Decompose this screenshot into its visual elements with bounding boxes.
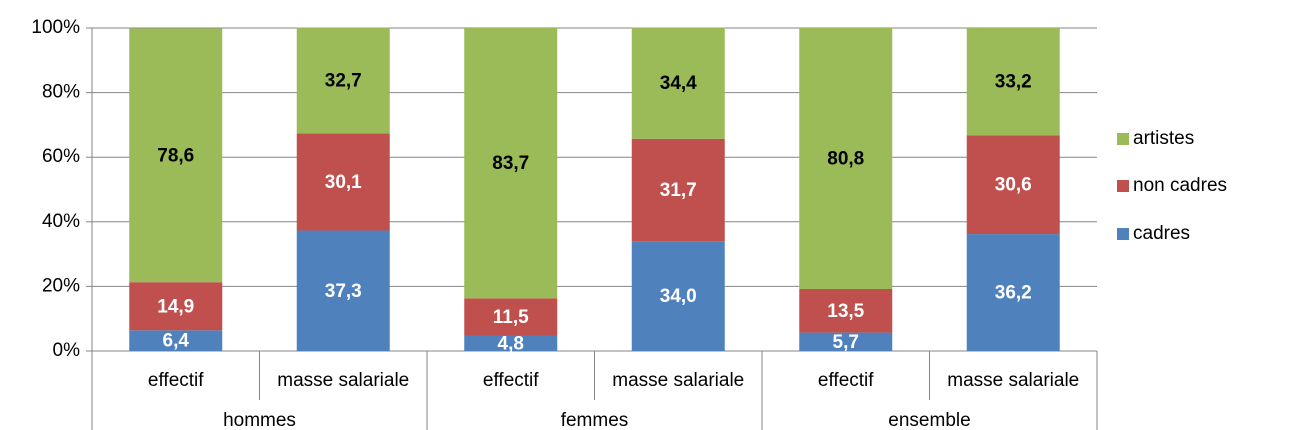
y-tick-label: 60% [42, 146, 80, 167]
legend-label: artistes [1133, 128, 1194, 149]
bar-segment [631, 138, 725, 242]
bar-segment [966, 28, 1060, 136]
data-label: 33,2 [995, 72, 1032, 93]
legend-swatch [1117, 180, 1129, 192]
x-tick-label: effectif [148, 370, 204, 391]
legend-label: cadres [1133, 223, 1190, 244]
bar-segment [631, 27, 725, 139]
data-label: 83,7 [492, 153, 529, 174]
data-label: 80,8 [827, 149, 864, 170]
bar-segment [799, 332, 893, 351]
data-label: 4,8 [498, 333, 524, 354]
group-label: ensemble [888, 410, 970, 430]
x-tick-label: effectif [818, 370, 874, 391]
data-label: 11,5 [493, 307, 529, 328]
data-label: 32,7 [325, 71, 362, 92]
bar-segment [296, 230, 390, 351]
x-tick-label: masse salariale [947, 370, 1079, 391]
legend-swatch [1117, 228, 1129, 240]
bar-segment [129, 28, 223, 283]
y-tick-label: 0% [53, 340, 81, 361]
bar-segment [464, 335, 558, 351]
bar-segment [799, 28, 893, 289]
bar-segment [129, 282, 223, 331]
bar-segment [966, 135, 1060, 235]
y-tick-label: 80% [42, 82, 80, 103]
legend-label: non cadres [1133, 175, 1227, 196]
data-label: 31,7 [660, 180, 697, 201]
data-label: 30,1 [325, 172, 362, 193]
x-tick-label: effectif [483, 370, 539, 391]
bar-segment [966, 234, 1060, 351]
data-label: 6,4 [163, 331, 190, 352]
x-tick-label: masse salariale [612, 370, 744, 391]
bar-segment [296, 133, 390, 231]
data-label: 36,2 [995, 283, 1032, 304]
data-label: 37,3 [325, 281, 362, 302]
group-label: femmes [561, 410, 629, 430]
y-tick-label: 20% [42, 275, 80, 296]
group-label: hommes [223, 410, 296, 430]
bar-segment [129, 330, 223, 351]
bar-segment [464, 298, 558, 336]
data-label: 14,9 [157, 296, 194, 317]
bar-segment [296, 27, 390, 134]
data-label: 34,4 [660, 73, 697, 94]
data-label: 78,6 [157, 145, 194, 166]
legend-swatch [1117, 133, 1129, 145]
data-label: 5,7 [833, 332, 859, 353]
data-label: 30,6 [995, 175, 1032, 196]
y-tick-label: 40% [42, 211, 80, 232]
bar-segment [799, 288, 893, 333]
x-tick-label: masse salariale [277, 370, 409, 391]
bar-segment [464, 28, 558, 299]
y-tick-label: 100% [31, 17, 80, 38]
data-label: 34,0 [660, 286, 697, 307]
data-label: 13,5 [827, 301, 864, 322]
bar-segment [631, 241, 725, 351]
